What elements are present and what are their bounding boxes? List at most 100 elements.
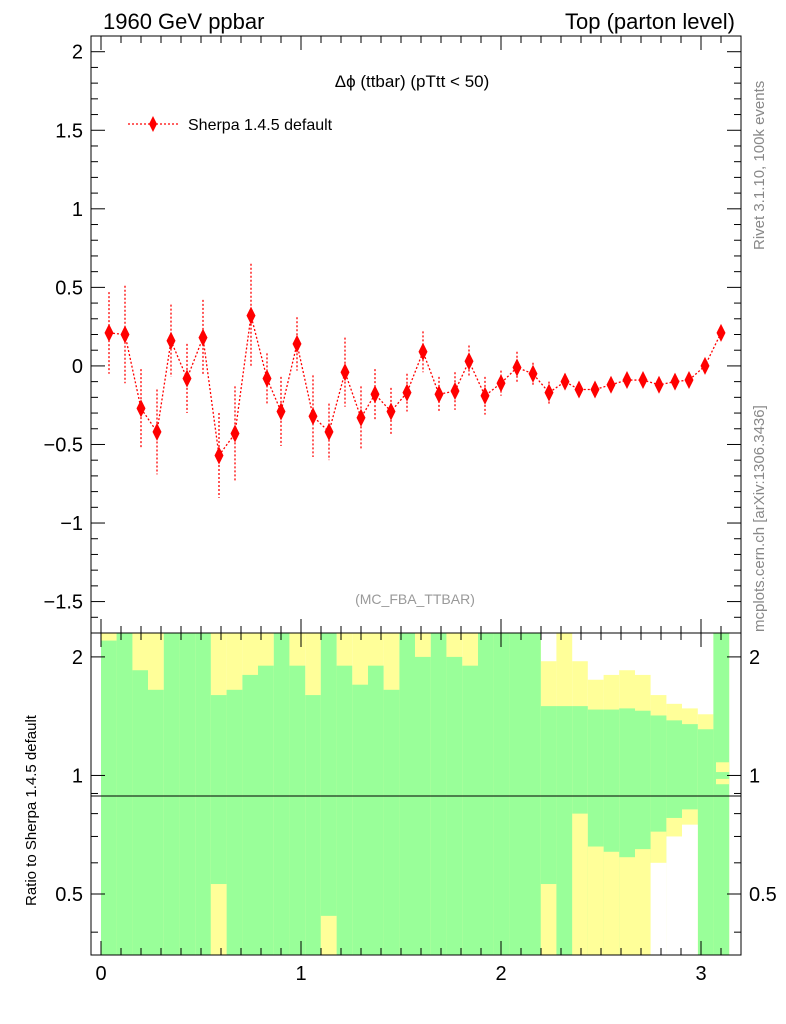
ratio-band-inner (493, 633, 510, 955)
ratio-xtick-label: 1 (295, 963, 306, 985)
ratio-band-inner (446, 656, 463, 955)
ratio-ytick-label: 1 (72, 765, 83, 787)
main-ytick-label: −1.5 (44, 592, 83, 614)
data-point (512, 358, 522, 377)
data-point (638, 371, 648, 390)
mcplots-label: mcplots.cern.ch [arXiv:1306.3436] (751, 405, 768, 632)
data-point (166, 331, 176, 350)
ratio-band-inner-gap (603, 851, 620, 955)
main-ytick-label: 0 (72, 356, 83, 378)
main-panel: −1.5 −1 −0.5 0 0.5 1 1.5 2 Δϕ (ttbar) (pTtt < 5… (44, 35, 742, 634)
ratio-band-inner-gap (619, 857, 635, 955)
ratio-band-inner (525, 633, 541, 955)
ratio-axes: 0.5 0.5 1 1 2 2 0 1 2 3 (55, 633, 777, 985)
data-point (590, 380, 600, 399)
ratio-band-inner (368, 665, 384, 955)
data-point (104, 323, 114, 342)
data-point (120, 325, 130, 344)
ratio-band-inner (478, 633, 494, 955)
data-point (214, 446, 224, 465)
ratio-band-inner (273, 633, 290, 955)
ratio-band-inner-gap (210, 884, 227, 955)
main-ytick-label: 0.5 (55, 277, 83, 299)
data-point (716, 323, 726, 342)
data-point (450, 382, 460, 401)
analysis-id: (MC_FBA_TTBAR) (355, 591, 475, 607)
ratio-panel: 0.5 0.5 1 1 2 2 0 1 2 3 Ratio to Sherpa 1.4.5 def… (23, 632, 777, 985)
legend-marker-diamond-icon (149, 116, 157, 132)
ratio-band-inner-gap (572, 813, 588, 955)
data-point (464, 352, 474, 371)
data-point (480, 386, 490, 405)
ratio-band-inner (195, 633, 211, 955)
ratio-panel-frame (90, 632, 742, 956)
ratio-band-inner (320, 633, 337, 955)
ratio-band-inner (697, 729, 714, 955)
data-point (606, 375, 616, 394)
data-point (292, 334, 302, 353)
data-point (528, 364, 538, 383)
series-line (108, 315, 722, 458)
data-point (324, 422, 334, 441)
ratio-ylabel: Ratio to Sherpa 1.4.5 default (23, 714, 40, 906)
data-point (356, 408, 366, 427)
ratio-band-inner (352, 684, 368, 955)
data-point (402, 383, 412, 402)
ratio-band-inner (163, 633, 180, 955)
ratio-band-inner-gap (540, 884, 557, 955)
data-point (230, 424, 240, 443)
data-point (340, 363, 350, 382)
data-point (370, 385, 380, 404)
data-point (418, 342, 428, 361)
ratio-band-inner (101, 640, 117, 955)
ratio-band-inner (289, 665, 306, 955)
ratio-band-inner (383, 689, 400, 955)
ratio-band-inner-gap (320, 915, 337, 955)
data-point (434, 385, 444, 404)
main-ytick-label: −0.5 (44, 434, 83, 456)
ratio-ytick-label-right: 2 (749, 647, 760, 669)
series-sherpa (104, 263, 726, 498)
legend-label: Sherpa 1.4.5 default (188, 117, 333, 134)
ratio-band-inner (415, 656, 431, 955)
ratio-band-inner (556, 706, 573, 955)
data-point (198, 328, 208, 347)
ratio-band-inner-gap (635, 849, 651, 955)
data-point (496, 374, 506, 393)
header-right: Top (parton level) (565, 9, 735, 34)
data-point (574, 380, 584, 399)
ratio-bands (101, 633, 730, 955)
legend: Sherpa 1.4.5 default (128, 116, 333, 134)
ratio-band-inner (713, 633, 730, 955)
ratio-xtick-label: 3 (695, 963, 706, 985)
main-ytick-label: 1.5 (55, 120, 83, 142)
data-point (276, 402, 286, 421)
ratio-band-inner (179, 633, 196, 955)
ratio-band-inner (258, 665, 274, 955)
ratio-band-outer-gap (682, 824, 698, 955)
ratio-band-outer-gap (666, 836, 682, 955)
main-ytick-label: 2 (72, 42, 83, 64)
ratio-ytick-label: 2 (72, 647, 83, 669)
ratio-band-inner (509, 633, 525, 955)
ratio-band-inner-gap (587, 846, 604, 955)
ratio-band-inner (132, 670, 148, 955)
data-point (622, 371, 632, 390)
ratio-band-inner (226, 689, 243, 955)
data-point (684, 371, 694, 390)
header-left: 1960 GeV ppbar (103, 9, 264, 34)
ratio-band-inner (305, 695, 321, 955)
ratio-tail-inner (716, 772, 730, 779)
ratio-band-inner (242, 674, 258, 955)
ratio-xtick-label: 2 (495, 963, 506, 985)
data-point (262, 369, 272, 388)
main-ytick-label: −1 (60, 513, 83, 535)
ratio-band-inner (399, 633, 415, 955)
ratio-band-outer-gap (650, 862, 667, 955)
ratio-band-inner (336, 665, 353, 955)
data-point (544, 383, 554, 402)
ratio-band-inner (430, 633, 447, 955)
ratio-band-inner (116, 633, 133, 955)
data-point (136, 399, 146, 418)
